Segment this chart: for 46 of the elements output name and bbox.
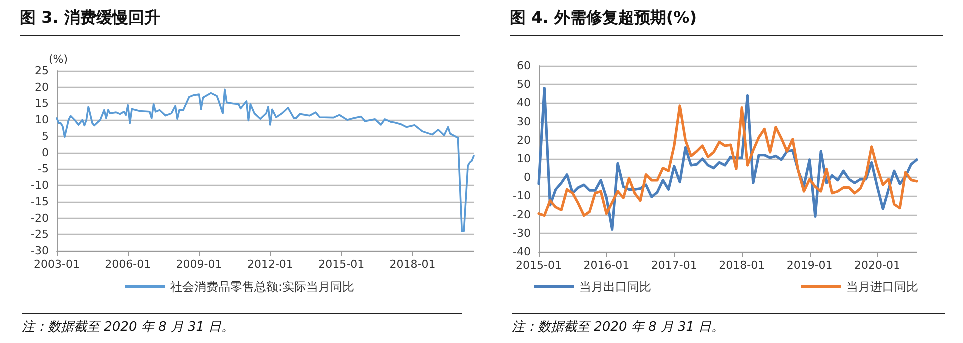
y-tick-label: -30 [31, 244, 49, 258]
y-tick-label: -10 [31, 179, 49, 192]
x-tick-label: 2012-01 [247, 258, 294, 271]
chart-title: 图 4. 外需修复超预期(%) [510, 8, 943, 36]
y-tick-label: -5 [38, 162, 49, 176]
y-tick-label: -10 [513, 190, 531, 203]
legend-label: 当月进口同比 [846, 280, 918, 294]
y-tick-label: 20 [517, 134, 531, 147]
y-tick-label: -20 [31, 212, 49, 225]
y-tick-label: 50 [517, 78, 531, 92]
y-tick-label: 10 [35, 114, 49, 127]
x-tick-label: 2018-01 [390, 258, 436, 271]
line-series [538, 87, 918, 231]
y-tick-label: 20 [35, 80, 49, 94]
y-tick-label: 0 [42, 146, 49, 160]
x-tick-label: 2006-01 [105, 258, 152, 271]
x-tick-label: 2017-01 [651, 259, 698, 272]
y-tick-label: 0 [524, 171, 531, 184]
y-tick-label: 15 [35, 97, 49, 110]
legend-label: 社会消费品零售总额:实际当月同比 [170, 280, 355, 294]
x-tick-label: 2020-01 [854, 259, 900, 272]
y-tick-label: -30 [513, 226, 531, 240]
y-tick-label: 25 [35, 64, 49, 78]
legend-label: 当月出口同比 [580, 280, 652, 294]
chart-title: 图 3. 消费缓慢回升 [20, 8, 460, 36]
y-tick-label: 30 [517, 115, 531, 128]
y-tick-label: -25 [31, 228, 49, 242]
y-tick-label: 40 [517, 96, 531, 110]
y-tick-label: 5 [42, 130, 49, 143]
x-tick-label: 2016-01 [584, 259, 630, 272]
y-axis-title: (%) [49, 53, 68, 66]
x-tick-label: 2015-01 [318, 258, 365, 271]
x-tick-label: 2018-01 [719, 259, 766, 272]
y-tick-label: 60 [517, 60, 531, 72]
x-tick-label: 2003-01 [34, 258, 80, 271]
line-series [538, 104, 918, 218]
text: 注：数据截至 2020 年 8 月 31 日。 [22, 313, 462, 336]
x-tick-label: 2019-01 [786, 259, 833, 272]
y-tick-label: -15 [31, 195, 49, 208]
x-tick-label: 2015-01 [516, 259, 562, 272]
line-series [56, 88, 475, 232]
text: 注：数据截至 2020 年 8 月 31 日。 [512, 313, 945, 336]
y-tick-label: 10 [517, 152, 531, 166]
y-tick-label: -20 [513, 208, 531, 222]
y-tick-label: -40 [513, 246, 531, 258]
x-tick-label: 2009-01 [176, 258, 222, 271]
